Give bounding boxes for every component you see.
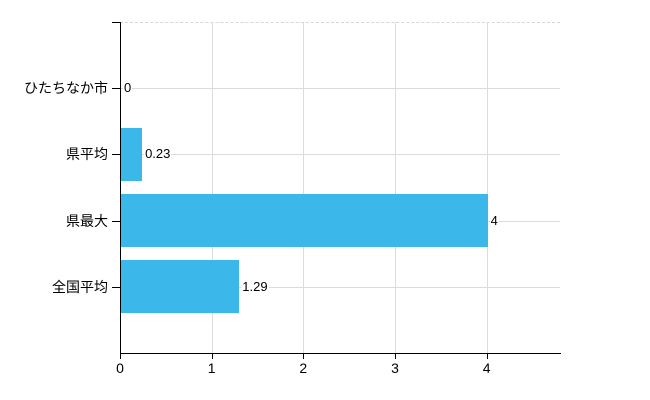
value-label: 0 xyxy=(123,80,133,97)
y-axis-tick xyxy=(112,88,120,90)
x-axis xyxy=(120,353,561,354)
gridline-vertical xyxy=(211,22,213,353)
y-axis-tick xyxy=(112,286,120,288)
gridline-vertical xyxy=(486,22,488,353)
y-axis xyxy=(120,22,121,353)
gridline-horizontal xyxy=(120,154,560,156)
x-tick-label: 3 xyxy=(391,360,399,376)
y-axis-tick xyxy=(112,220,120,222)
gridline-vertical xyxy=(303,22,305,353)
bar xyxy=(121,194,488,248)
category-label: 県平均 xyxy=(66,146,108,163)
x-axis-tick xyxy=(211,353,213,359)
value-label: 1.29 xyxy=(241,278,269,295)
value-label: 0.23 xyxy=(144,146,172,163)
value-label: 4 xyxy=(489,212,499,229)
x-axis-tick xyxy=(395,353,396,359)
x-tick-label: 4 xyxy=(482,360,491,376)
x-tick-label: 0 xyxy=(116,360,124,376)
y-axis-tick xyxy=(112,154,120,156)
category-label: ひたちなか市 xyxy=(24,80,108,97)
x-tick-label: 2 xyxy=(299,360,308,376)
bar xyxy=(121,127,142,181)
gridline-horizontal xyxy=(120,286,560,288)
x-tick-label: 1 xyxy=(207,360,216,376)
x-axis-tick xyxy=(486,353,488,359)
bar xyxy=(121,260,239,314)
plot-top-border xyxy=(120,22,560,23)
x-axis-tick xyxy=(120,353,121,359)
category-label: 全国平均 xyxy=(52,278,108,295)
category-label: 県最大 xyxy=(66,212,108,229)
gridline-horizontal xyxy=(120,88,560,90)
x-axis-tick xyxy=(303,353,305,359)
gridline-vertical xyxy=(395,22,396,353)
y-axis-tick xyxy=(112,22,120,23)
